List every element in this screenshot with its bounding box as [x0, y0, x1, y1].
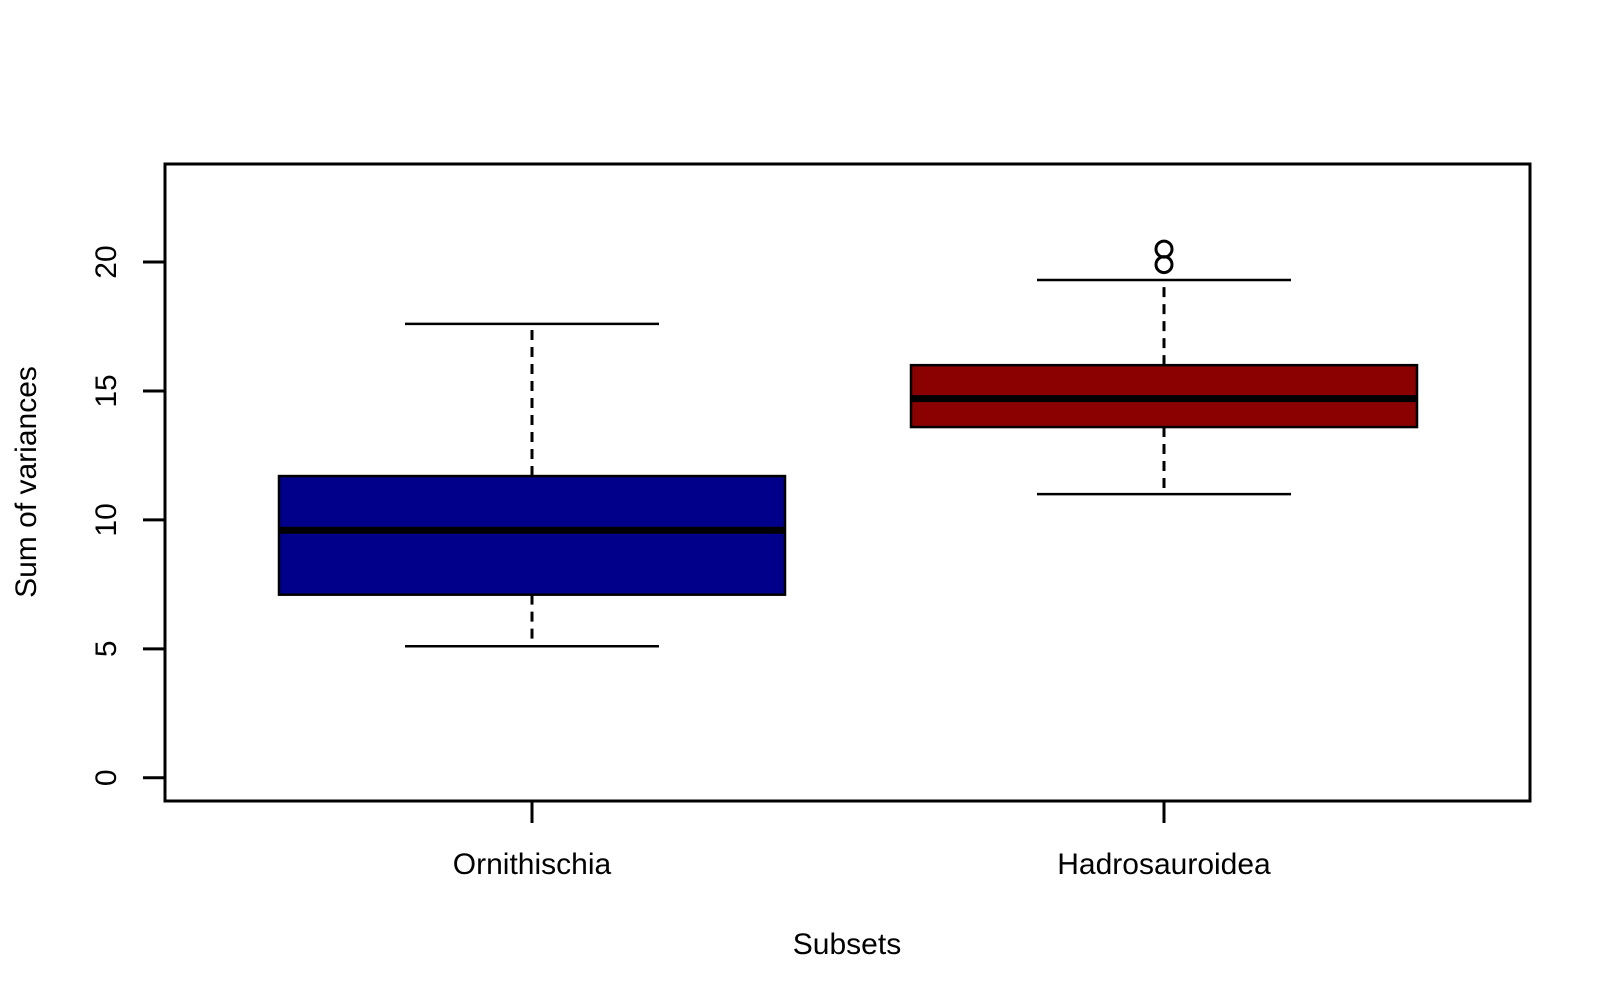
box-hadrosauroidea	[909, 239, 1419, 496]
box-ornithischia	[277, 322, 787, 648]
plot-frame	[163, 162, 1532, 803]
x-tick-label: Hadrosauroidea	[1057, 848, 1271, 881]
y-tick-label: 20	[90, 245, 123, 278]
outlier-point	[1154, 239, 1174, 259]
x-axis-label: Subsets	[793, 928, 901, 961]
interquartile-box	[277, 474, 787, 596]
y-tick-label: 15	[90, 374, 123, 407]
y-axis: 0 5 10 15 20	[90, 245, 165, 786]
y-tick-label: 0	[90, 769, 123, 786]
y-tick-label: 10	[90, 503, 123, 536]
plot-layer	[277, 239, 1419, 648]
x-axis: Ornithischia Hadrosauroidea	[453, 801, 1271, 881]
outlier-point	[1154, 255, 1174, 275]
x-tick-label: Ornithischia	[453, 848, 612, 881]
y-tick-label: 5	[90, 640, 123, 657]
y-axis-label: Sum of variances	[10, 366, 43, 598]
